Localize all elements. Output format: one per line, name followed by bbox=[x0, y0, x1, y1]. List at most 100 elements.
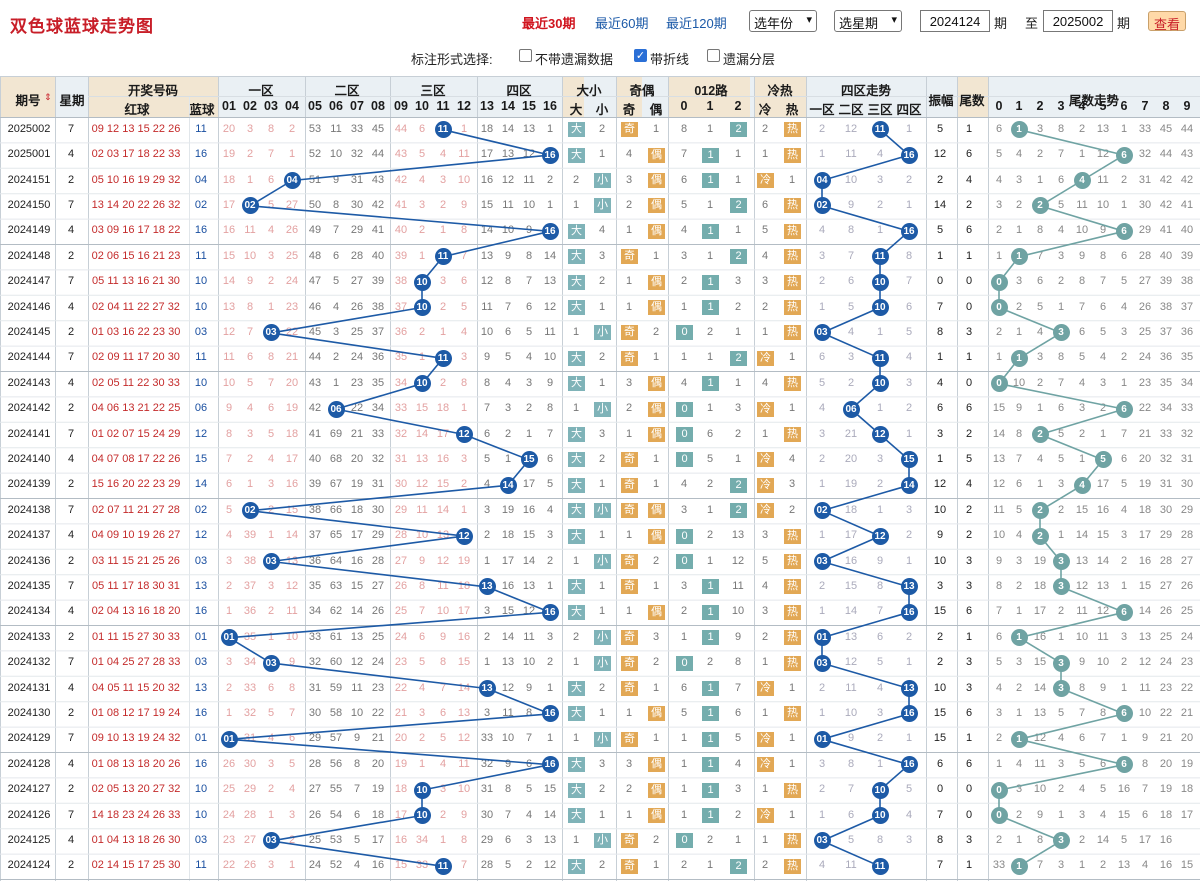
miss-cell: 28 bbox=[394, 529, 408, 542]
miss-cell: 20 bbox=[394, 732, 408, 745]
blue-ball-cell: 10 bbox=[194, 808, 208, 821]
no-miss-checkbox[interactable] bbox=[519, 49, 532, 62]
miss-cell: 29 bbox=[480, 833, 494, 846]
road-cell: 2 bbox=[706, 656, 714, 669]
miss-cell: 34 bbox=[371, 402, 385, 415]
miss-cell: 14 bbox=[543, 249, 557, 262]
issue-cell: 2024145 bbox=[7, 325, 51, 338]
zone-trend-ball: 14 bbox=[900, 476, 918, 494]
tail-miss-cell: 6 bbox=[1078, 732, 1086, 745]
tail-digit-header: 2 bbox=[1036, 99, 1044, 113]
weekday-cell: 4 bbox=[67, 529, 75, 542]
heat-cell: 热 bbox=[784, 706, 801, 722]
miss-cell: 15 bbox=[457, 656, 471, 669]
heat-cell: 2 bbox=[788, 503, 796, 516]
miss-cell: 10 bbox=[457, 173, 471, 186]
tail-miss-cell: 30 bbox=[1180, 478, 1194, 491]
tail-miss-cell: 9 bbox=[1099, 224, 1107, 237]
to-issue-input[interactable]: 2025002 bbox=[1043, 10, 1113, 32]
period-30-link[interactable]: 最近30期 bbox=[522, 16, 576, 31]
red-balls-cell: 09 12 13 15 22 26 bbox=[91, 122, 181, 135]
year-select[interactable]: 选年份 ▾ bbox=[749, 10, 817, 32]
issue-cell: 2024150 bbox=[7, 198, 51, 211]
from-issue-input[interactable]: 2024124 bbox=[920, 10, 990, 32]
tail-trend-ball: 2 bbox=[1031, 502, 1049, 520]
blue-ball-cell: 11 bbox=[195, 351, 207, 364]
sort-icon[interactable]: ⇕ bbox=[44, 92, 52, 102]
miss-cell: 37 bbox=[371, 325, 385, 338]
miss-cell: 4 bbox=[504, 376, 512, 389]
tail-miss-cell: 2 bbox=[1099, 859, 1107, 872]
blue-trend-ball: 03 bbox=[262, 324, 280, 342]
blue-trend-ball: 10 bbox=[413, 299, 431, 316]
miss-cell: 69 bbox=[329, 427, 343, 440]
miss-cell: 21 bbox=[371, 732, 385, 745]
week-select[interactable]: 选星期 ▾ bbox=[834, 10, 902, 32]
miss-cell: 19 bbox=[457, 554, 471, 567]
miss-layer-checkbox[interactable] bbox=[707, 49, 720, 62]
tail-miss-cell: 12 bbox=[1138, 656, 1152, 669]
tail-miss-cell: 28 bbox=[1180, 529, 1194, 542]
miss-cell: 59 bbox=[329, 681, 343, 694]
tail-miss-cell: 30 bbox=[1138, 198, 1152, 211]
miss-cell: 1 bbox=[504, 452, 512, 465]
period-unit-label: 期 bbox=[1117, 16, 1131, 31]
zone-cell: 3 bbox=[905, 833, 913, 846]
miss-cell: 10 bbox=[285, 630, 299, 643]
weekday-cell: 4 bbox=[67, 376, 75, 389]
tail-miss-cell: 4 bbox=[1036, 452, 1044, 465]
blue-trend-ball: 13 bbox=[478, 680, 496, 697]
miss-cell: 1 bbox=[546, 579, 554, 592]
blue-num-header: 05 bbox=[308, 99, 322, 113]
miss-cell: 5 bbox=[225, 503, 233, 516]
tail-cell: 3 bbox=[965, 681, 973, 694]
size-cell: 1 bbox=[598, 529, 606, 542]
miss-cell: 41 bbox=[394, 198, 408, 211]
parity-cell: 1 bbox=[625, 224, 633, 237]
period-120-link[interactable]: 最近120期 bbox=[666, 16, 727, 31]
red-balls-cell: 05 11 17 18 30 31 bbox=[92, 579, 180, 592]
miss-cell: 56 bbox=[329, 757, 343, 770]
parity-cell: 1 bbox=[625, 808, 633, 821]
road-cell: 2 bbox=[734, 300, 742, 313]
road-cell: 11 bbox=[732, 579, 744, 592]
with-line-checkbox[interactable]: ✓ bbox=[634, 49, 647, 62]
miss-cell: 9 bbox=[460, 808, 468, 821]
miss-cell: 31 bbox=[350, 173, 364, 186]
miss-cell: 13 bbox=[436, 529, 450, 542]
zone-trend-ball: 13 bbox=[900, 680, 918, 697]
miss-cell: 11 bbox=[458, 757, 470, 770]
miss-cell: 2 bbox=[246, 148, 254, 161]
parity-cell: 1 bbox=[652, 122, 660, 135]
miss-cell: 7 bbox=[225, 452, 233, 465]
miss-cell: 3 bbox=[483, 706, 491, 719]
miss-cell: 17 bbox=[522, 478, 536, 491]
miss-cell: 8 bbox=[353, 757, 361, 770]
miss-cell: 19 bbox=[350, 478, 364, 491]
miss-cell: 6 bbox=[267, 402, 275, 415]
miss-cell: 58 bbox=[329, 706, 343, 719]
tail-miss-cell: 19 bbox=[1180, 757, 1194, 770]
period-60-link[interactable]: 最近60期 bbox=[595, 16, 649, 31]
weekday-cell: 7 bbox=[67, 808, 75, 821]
miss-cell: 2 bbox=[225, 681, 233, 694]
amplitude-cell: 6 bbox=[936, 757, 944, 770]
blue-ball-cell: 11 bbox=[195, 859, 207, 872]
miss-cell: 11 bbox=[330, 122, 342, 135]
tail-miss-cell: 9 bbox=[1141, 732, 1149, 745]
tail-miss-cell: 37 bbox=[1159, 325, 1173, 338]
view-button[interactable]: 查看 bbox=[1148, 11, 1186, 32]
amplitude-cell: 10 bbox=[933, 681, 947, 694]
road-cell: 1 bbox=[734, 833, 742, 846]
tail-miss-cell: 13 bbox=[1117, 859, 1131, 872]
miss-cell: 6 bbox=[483, 427, 491, 440]
miss-cell: 15 bbox=[480, 198, 494, 211]
tail-miss-cell: 38 bbox=[1180, 275, 1194, 288]
tail-miss-cell: 2 bbox=[1078, 122, 1086, 135]
issue-cell: 2024146 bbox=[7, 300, 51, 313]
col-header: 012路 bbox=[694, 84, 728, 98]
miss-cell: 18 bbox=[480, 122, 494, 135]
miss-cell: 6 bbox=[525, 757, 533, 770]
miss-cell: 6 bbox=[288, 732, 296, 745]
parity-cell: 偶 bbox=[648, 528, 665, 544]
